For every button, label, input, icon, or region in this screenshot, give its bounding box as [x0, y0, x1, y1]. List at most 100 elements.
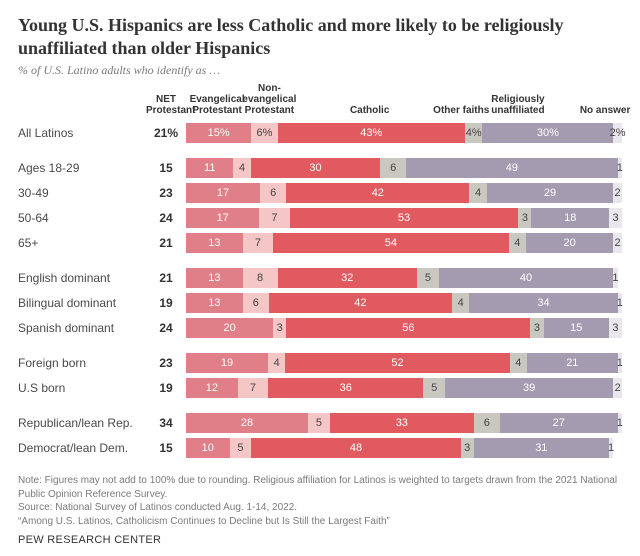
segment-value: 28: [241, 417, 253, 429]
segment-value: 3: [464, 442, 470, 454]
bar-column-headers: Evangelical ProtestantNon-evangelical Pr…: [186, 88, 622, 116]
stacked-bar: 137544202: [186, 233, 622, 253]
segment-value: 49: [506, 162, 518, 174]
net-protestant-value: 21: [146, 236, 186, 250]
stacked-bar: 105483311: [186, 438, 622, 458]
segment-value: 12: [206, 382, 218, 394]
chart-row: U.S born19127365392: [18, 377, 622, 399]
row-label: Republican/lean Rep.: [18, 416, 146, 430]
net-protestant-value: 21%: [146, 126, 186, 140]
segment-value: 29: [544, 187, 556, 199]
segment-value: 4: [458, 297, 464, 309]
segment-value: 3: [277, 322, 283, 334]
segment-noanswer: 1: [613, 268, 617, 288]
row-label: Bilingual dominant: [18, 296, 146, 310]
row-label: 50-64: [18, 211, 146, 225]
segment-value: 1: [617, 357, 623, 369]
column-header-other: Other faiths: [431, 105, 491, 116]
row-label: 65+: [18, 236, 146, 250]
segment-noanswer: 1: [618, 353, 622, 373]
segment-unaff: 34: [469, 293, 617, 313]
segment-other: 4: [509, 233, 526, 253]
net-protestant-value: 24: [146, 211, 186, 225]
segment-value: 11: [204, 162, 215, 174]
segment-evang: 13: [186, 233, 243, 253]
segment-value: 1: [608, 442, 614, 454]
chart-title: Young U.S. Hispanics are less Catholic a…: [18, 14, 622, 59]
segment-catholic: 56: [286, 318, 530, 338]
segment-value: 2: [615, 382, 621, 394]
segment-noanswer: 1: [609, 438, 613, 458]
chart-row: English dominant21138325401: [18, 267, 622, 289]
segment-unaff: 15: [544, 318, 609, 338]
row-label: Ages 18-29: [18, 161, 146, 175]
chart-row: Spanish dominant24203563153: [18, 317, 622, 339]
segment-value: 13: [208, 297, 220, 309]
segment-value: 1: [617, 162, 623, 174]
segment-value: 1: [612, 272, 618, 284]
segment-value: 20: [223, 322, 235, 334]
segment-evang: 28: [186, 413, 308, 433]
segment-value: 1: [617, 297, 623, 309]
segment-nonevang: 6: [243, 293, 269, 313]
segment-unaff: 27: [500, 413, 618, 433]
segment-value: 6: [270, 187, 276, 199]
net-protestant-value: 34: [146, 416, 186, 430]
net-protestant-value: 15: [146, 161, 186, 175]
segment-evang: 13: [186, 268, 243, 288]
segment-unaff: 29: [487, 183, 613, 203]
segment-nonevang: 5: [308, 413, 330, 433]
segment-noanswer: 1: [618, 293, 622, 313]
segment-unaff: 49: [406, 158, 618, 178]
stacked-bar: 176424292: [186, 183, 622, 203]
chart-row: Democrat/lean Dem.15105483311: [18, 437, 622, 459]
segment-value: 4: [515, 357, 521, 369]
segment-noanswer: 2: [613, 123, 622, 143]
segment-value: 3: [534, 322, 540, 334]
segment-value: 13: [208, 272, 220, 284]
segment-catholic: 42: [269, 293, 452, 313]
segment-nonevang: 4: [268, 353, 285, 373]
net-protestant-value: 21: [146, 271, 186, 285]
segment-evang: 10: [186, 438, 230, 458]
note-line: Note: Figures may not add to 100% due to…: [18, 474, 622, 501]
segment-value: 52: [391, 357, 403, 369]
segment-unaff: 40: [439, 268, 613, 288]
column-header-evang: Evangelical Protestant: [187, 94, 247, 116]
segment-other: 4: [510, 353, 527, 373]
segment-noanswer: 1: [618, 158, 622, 178]
segment-unaff: 18: [531, 208, 609, 228]
segment-value: 33: [396, 417, 408, 429]
net-protestant-value: 24: [146, 321, 186, 335]
segment-value: 5: [316, 417, 322, 429]
column-header-nonevang: Non-evangelical Protestant: [239, 83, 299, 116]
stacked-bar: 127365392: [186, 378, 622, 398]
segment-catholic: 52: [285, 353, 509, 373]
segment-value: 17: [217, 212, 229, 224]
column-header-unaff: Religiously unaffiliated: [488, 94, 548, 116]
net-protestant-value: 19: [146, 381, 186, 395]
segment-value: 4: [466, 127, 482, 139]
segment-unaff: 39: [445, 378, 613, 398]
segment-catholic: 43: [278, 123, 465, 143]
row-label: All Latinos: [18, 126, 146, 140]
segment-catholic: 36: [268, 378, 423, 398]
segment-value: 5: [237, 442, 243, 454]
chart-row: 50-6424177533183: [18, 207, 622, 229]
segment-value: 6: [484, 417, 490, 429]
segment-value: 30: [309, 162, 321, 174]
segment-value: 4: [514, 237, 520, 249]
chart-row: Foreign born23194524211: [18, 352, 622, 374]
stacked-bar: 285336271: [186, 413, 622, 433]
segment-value: 21: [566, 357, 578, 369]
segment-noanswer: 2: [613, 183, 622, 203]
net-protestant-value: 23: [146, 186, 186, 200]
segment-value: 3: [612, 212, 618, 224]
net-protestant-value: 23: [146, 356, 186, 370]
segment-value: 43: [360, 127, 382, 139]
segment-value: 5: [431, 382, 437, 394]
segment-noanswer: 3: [609, 318, 622, 338]
stacked-bar: 156434302: [186, 123, 622, 143]
chart-row: Ages 18-2915114306491: [18, 157, 622, 179]
segment-nonevang: 8: [243, 268, 278, 288]
